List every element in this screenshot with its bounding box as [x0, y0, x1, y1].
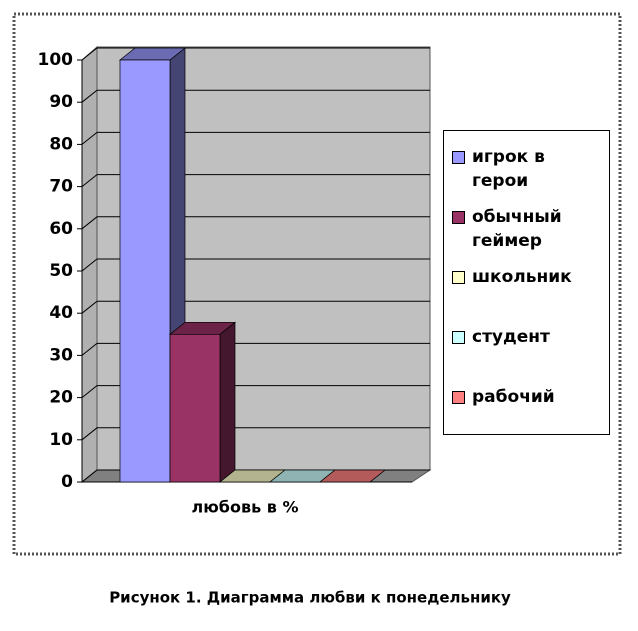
- bar-top: [319, 469, 386, 483]
- y-tick-label: 100: [38, 50, 74, 70]
- y-tick-label: 70: [49, 177, 73, 197]
- bar: [319, 469, 386, 483]
- grid-line: [81, 427, 430, 441]
- legend-swatch: [452, 271, 465, 284]
- legend-item: студент: [452, 325, 605, 385]
- bar: [169, 321, 236, 483]
- legend-label: школьник: [472, 267, 572, 287]
- grid-line: [81, 300, 430, 314]
- grid-line: [81, 131, 430, 145]
- legend-label: обычный геймер: [472, 207, 562, 251]
- legend-item: игрок в герои: [452, 145, 605, 205]
- grid-line: [81, 385, 430, 398]
- y-tick-label: 60: [49, 219, 73, 239]
- grid-line: [81, 174, 430, 187]
- legend-swatch: [452, 211, 465, 224]
- bar-front: [119, 59, 171, 483]
- caption: Рисунок 1. Диаграмма любви к понедельник…: [109, 589, 511, 607]
- grid-line: [81, 89, 430, 103]
- x-tick-label: любовь в %: [192, 498, 299, 517]
- grid-line: [81, 342, 430, 356]
- bar-side: [219, 321, 236, 483]
- y-tick-label: 20: [49, 388, 73, 408]
- y-tick-label: 50: [49, 261, 73, 281]
- legend: игрок в герои обычный геймер школьник студе…: [443, 130, 610, 435]
- legend-label: рабочий: [472, 387, 555, 407]
- grid-line: [81, 258, 430, 272]
- y-tick-label: 80: [49, 134, 73, 154]
- chart-frame: [12, 12, 622, 556]
- y-tick-label: 40: [49, 303, 73, 323]
- legend-item: рабочий: [452, 385, 605, 445]
- legend-label: игрок в герои: [472, 147, 545, 191]
- legend-swatch: [452, 151, 465, 164]
- grid-line: [81, 216, 430, 230]
- legend-swatch: [452, 391, 465, 404]
- y-tick-label: 30: [49, 345, 73, 365]
- bar-front: [169, 333, 221, 483]
- legend-item: школьник: [452, 265, 605, 325]
- legend-label: студент: [472, 327, 550, 347]
- grid-line: [81, 47, 430, 61]
- legend-item: обычный геймер: [452, 205, 605, 265]
- legend-swatch: [452, 331, 465, 344]
- y-tick-label: 10: [49, 430, 73, 450]
- y-tick-label: 0: [61, 472, 73, 492]
- y-tick-label: 90: [49, 92, 73, 112]
